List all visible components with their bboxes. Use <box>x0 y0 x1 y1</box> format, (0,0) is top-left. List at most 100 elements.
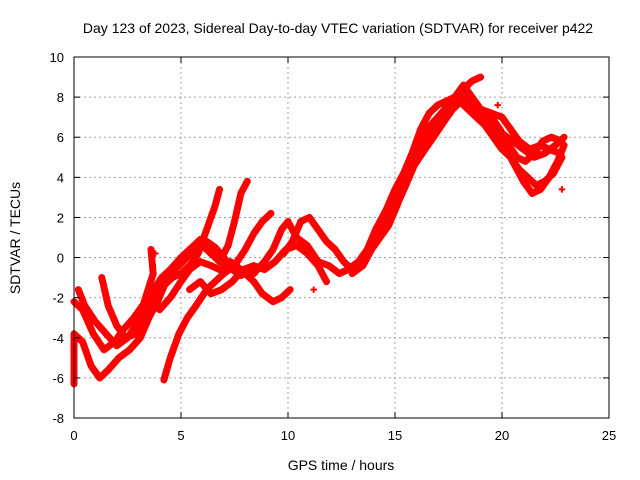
data-point-track-10 <box>280 250 287 257</box>
data-point-track-12 <box>522 158 529 165</box>
data-point-track-8 <box>293 242 300 249</box>
data-point-track-14 <box>423 126 431 133</box>
data-point-track-8 <box>197 278 204 285</box>
data-point-track-5 <box>190 246 198 253</box>
data-point-track-11 <box>533 182 540 189</box>
series-line-track-3 <box>76 248 155 348</box>
data-point-extra <box>558 186 566 193</box>
data-point-track-10 <box>323 238 330 245</box>
data-point-track-9 <box>336 270 343 277</box>
data-point-track-4 <box>141 314 148 321</box>
data-point-track-14 <box>456 93 463 101</box>
data-point-track-12 <box>449 105 456 113</box>
data-point-track-7 <box>197 258 204 265</box>
data-point-track-9 <box>426 109 433 117</box>
data-point-track-1 <box>126 346 133 354</box>
axis-ticks: -8 -6 -4 -2 0 2 4 6 8 10 0 5 10 15 20 25 <box>50 50 617 443</box>
data-point-track-7 <box>216 266 223 273</box>
data-point-track-5 <box>237 190 245 197</box>
data-point-track-4 <box>216 186 223 193</box>
data-point-track-10 <box>528 190 536 197</box>
series-band-track-6 <box>160 209 275 384</box>
data-point-track-8 <box>229 278 236 285</box>
data-point-track-12 <box>505 142 512 149</box>
data-point-track-2 <box>90 330 97 337</box>
data-point-track-6 <box>220 270 227 277</box>
data-point-track-10 <box>460 81 467 89</box>
data-point-track-1 <box>87 362 95 370</box>
x-tick-label: 0 <box>70 428 77 443</box>
y-tick-label: 10 <box>50 50 64 65</box>
data-point-track-12 <box>370 242 377 249</box>
data-point-track-8 <box>207 290 215 297</box>
plot-frame <box>73 56 610 419</box>
data-point-track-8 <box>271 258 279 265</box>
data-point-track-5 <box>171 266 178 273</box>
data-point-track-5 <box>207 250 215 257</box>
data-point-track-4 <box>105 302 112 309</box>
data-point-track-12 <box>441 117 448 125</box>
data-point-track-9 <box>477 73 484 81</box>
y-tick-label: -6 <box>52 371 64 386</box>
data-point-extra <box>152 250 159 257</box>
data-point-track-11 <box>490 134 497 141</box>
x-tick-label: 25 <box>602 428 616 443</box>
data-point-track-7 <box>286 286 294 293</box>
y-tick-label: 6 <box>57 130 64 145</box>
data-point-track-9 <box>383 206 390 213</box>
y-tick-label: -4 <box>52 331 64 346</box>
data-point-track-8 <box>186 286 193 293</box>
data-point-track-7 <box>250 278 257 285</box>
data-point-track-4 <box>132 330 140 337</box>
data-point-track-5 <box>244 178 251 185</box>
data-point-track-13 <box>537 142 544 149</box>
y-tick-label: -2 <box>52 291 64 306</box>
data-point-track-7 <box>207 262 215 269</box>
data-point-track-7 <box>227 258 234 265</box>
data-point-track-5 <box>199 242 206 249</box>
data-point-track-3 <box>149 270 157 277</box>
data-point-track-9 <box>468 77 476 85</box>
data-point-track-12 <box>391 206 399 213</box>
data-point-track-2 <box>100 346 108 354</box>
data-point-track-6 <box>267 210 275 217</box>
data-point-track-4 <box>122 334 129 341</box>
data-point-track-13 <box>507 126 514 133</box>
data-point-track-5 <box>179 258 187 265</box>
data-point-track-6 <box>250 230 257 237</box>
data-point-track-13 <box>488 109 495 117</box>
data-point-extra <box>310 286 317 293</box>
data-point-track-4 <box>203 226 210 233</box>
data-point-track-10 <box>331 246 339 253</box>
data-point-track-3 <box>143 290 150 297</box>
data-point-extra <box>494 101 501 109</box>
grid <box>74 57 609 418</box>
data-point-track-6 <box>184 314 191 321</box>
data-point-track-14 <box>541 150 548 157</box>
data-point-track-9 <box>417 126 424 133</box>
data-point-track-14 <box>560 134 568 141</box>
series-line-track-7 <box>158 260 292 312</box>
data-point-track-6 <box>167 354 174 362</box>
data-point-track-14 <box>530 154 538 161</box>
data-point-track-7 <box>167 294 174 301</box>
data-point-track-11 <box>359 262 367 269</box>
data-point-track-9 <box>284 218 292 225</box>
data-point-track-11 <box>515 166 523 173</box>
data-point-track-14 <box>520 146 527 153</box>
data-point-track-4 <box>194 250 202 257</box>
data-point-track-9 <box>391 186 399 193</box>
data-point-track-14 <box>488 121 495 129</box>
y-tick-label: 4 <box>57 170 64 185</box>
data-point-track-5 <box>231 218 238 225</box>
data-point-track-7 <box>259 290 266 297</box>
data-point-track-6 <box>259 218 266 225</box>
data-point-track-8 <box>261 266 268 273</box>
x-axis-label: GPS time / hours <box>288 457 395 473</box>
y-tick-label: 8 <box>57 90 64 105</box>
data-point-track-14 <box>509 138 516 145</box>
data-point-track-4 <box>98 274 106 281</box>
data-point-track-11 <box>349 270 356 277</box>
data-point-track-13 <box>556 150 563 157</box>
